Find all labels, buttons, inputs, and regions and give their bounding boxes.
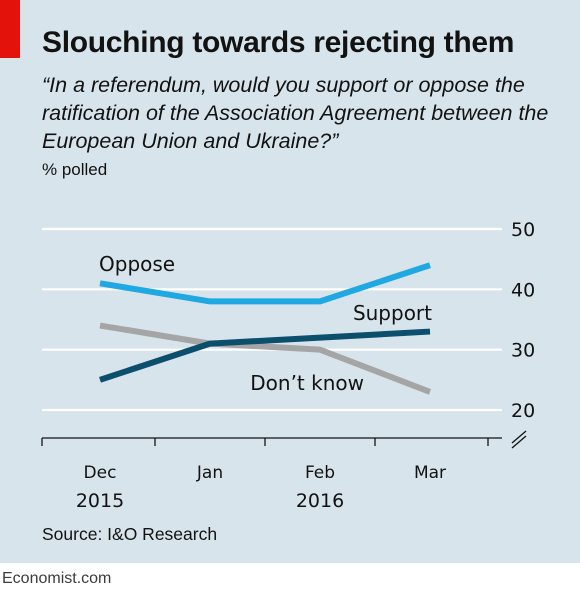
x-tick-labels: Dec 2015 Jan Feb 2016 Mar — [76, 463, 446, 512]
y-tick-label: 20 — [511, 400, 535, 422]
x-tick-label: Jan — [196, 463, 223, 483]
series-lines — [99, 262, 432, 395]
chart-panel — [0, 0, 580, 563]
series-label: Support — [353, 301, 432, 325]
chart-subtitle: “In a referendum, would you support or o… — [42, 73, 549, 153]
y-tick-labels: 50 40 30 20 — [511, 219, 535, 422]
x-year-label: 2016 — [296, 490, 344, 512]
y-tick-label: 30 — [511, 340, 535, 362]
brand-red-tab — [0, 0, 20, 58]
x-tick-label: Mar — [414, 463, 446, 483]
x-tick-label: Dec — [84, 463, 117, 483]
x-tick-label: Feb — [305, 463, 335, 483]
series-label: Don’t know — [250, 371, 364, 395]
x-ticks — [41, 438, 489, 446]
x-year-label: 2015 — [76, 490, 124, 512]
chart-title: Slouching towards rejecting them — [42, 26, 515, 59]
series-labels: Oppose Support Don’t know — [99, 252, 432, 395]
series-label: Oppose — [99, 252, 175, 276]
y-tick-label: 50 — [511, 219, 535, 241]
series-line — [99, 328, 431, 383]
y-tick-label: 40 — [511, 279, 535, 301]
unit-label: % polled — [42, 160, 108, 179]
series-line — [99, 262, 431, 305]
line-chart: 50 40 30 20 Dec 2015 Jan Feb 2016 Mar Oppose Supp… — [41, 219, 535, 512]
source-note: Source: I&O Research — [42, 524, 218, 544]
economist-brand: Economist.com — [2, 570, 112, 587]
series-line — [99, 322, 432, 395]
axis-break-icon — [511, 430, 527, 449]
